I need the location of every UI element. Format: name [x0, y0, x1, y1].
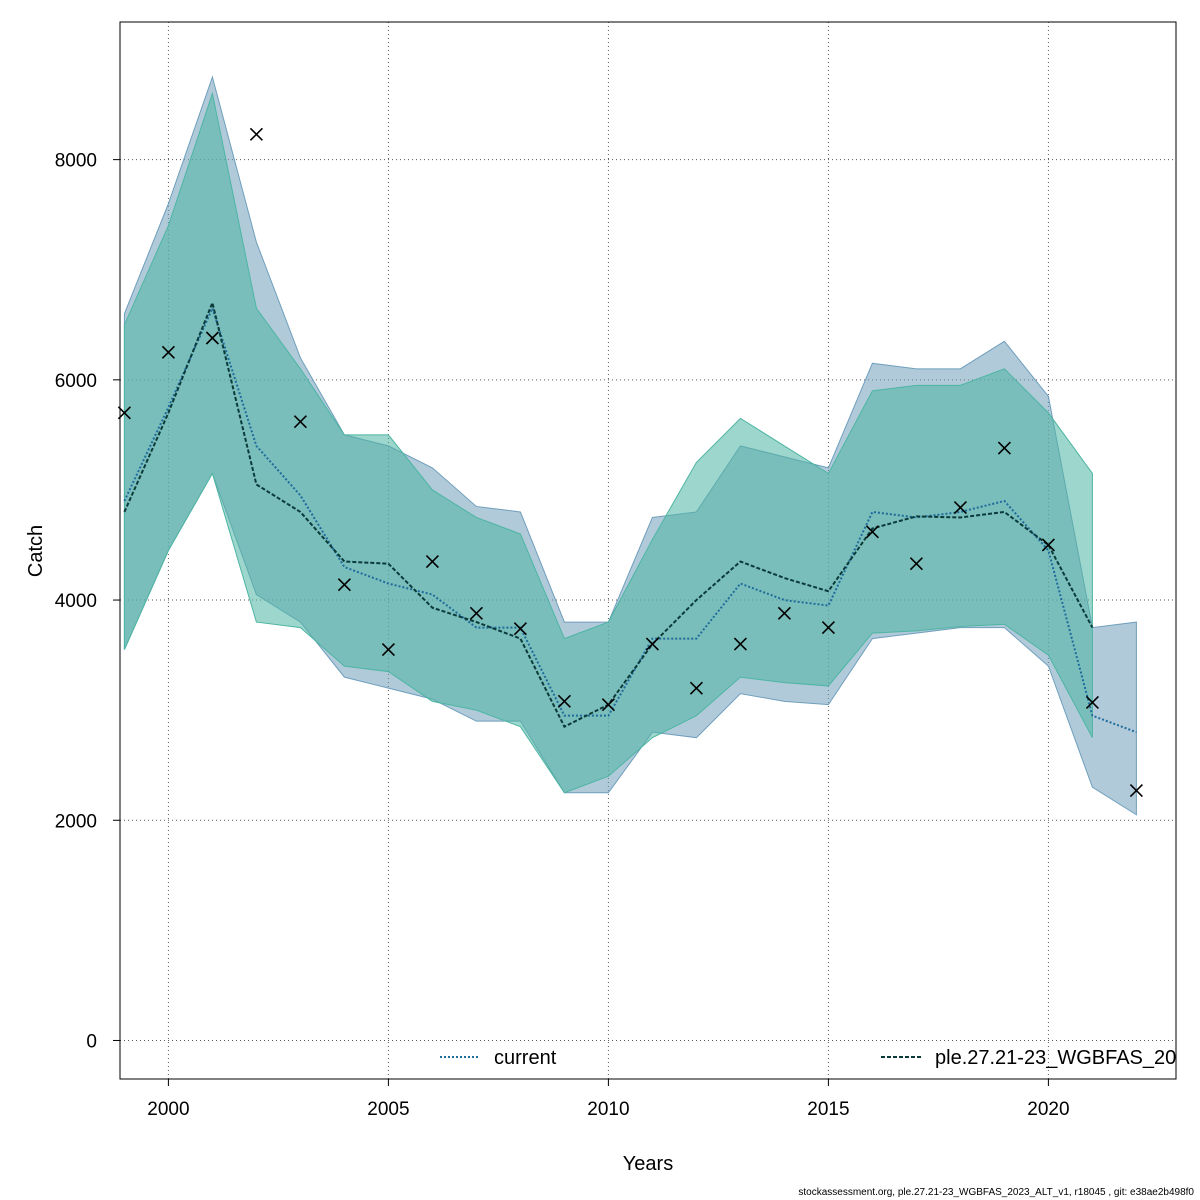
observation-marker	[557, 694, 571, 708]
observation-marker	[205, 331, 219, 345]
observation-marker	[381, 643, 395, 657]
x-tick-label: 2020	[1027, 1099, 1069, 1120]
observation-marker	[425, 554, 439, 569]
observation-marker	[689, 681, 703, 695]
confidence-band-ple	[123, 91, 1093, 794]
observation-marker	[953, 500, 967, 515]
legend-ple-label: ple.27.21-23_WGBFAS_20	[935, 1047, 1176, 1069]
x-axis-label: Years	[623, 1153, 673, 1175]
observation-marker	[997, 441, 1011, 455]
observation-marker	[293, 415, 307, 429]
observation-marker	[601, 698, 615, 712]
observation-marker	[821, 621, 835, 635]
legend: current ple.27.21-23_WGBFAS_20	[440, 1047, 1176, 1069]
observation-marker	[469, 606, 483, 620]
observation-marker	[865, 525, 879, 539]
observation-marker	[777, 606, 791, 620]
x-tick-label: 2000	[147, 1099, 189, 1120]
observation-marker	[337, 578, 351, 592]
confidence-bands	[123, 75, 1137, 816]
y-tick-label: 2000	[55, 811, 97, 832]
x-tick-label: 2010	[587, 1099, 629, 1120]
x-tick-label: 2005	[367, 1099, 409, 1120]
y-axis-label: Catch	[25, 525, 47, 577]
observation-marker	[1085, 695, 1099, 710]
observation-marker	[1129, 783, 1143, 798]
observation-marker	[1041, 538, 1055, 552]
plot-frame	[119, 21, 1177, 1080]
x-tick-label: 2015	[807, 1099, 849, 1120]
y-tick-label: 8000	[55, 151, 97, 172]
observation-marker	[513, 622, 527, 636]
observation-marker	[249, 127, 263, 141]
y-tick-label: 0	[86, 1031, 97, 1052]
y-tick-label: 6000	[55, 371, 97, 392]
y-tick-label: 4000	[55, 591, 97, 612]
y-axis: 0 2000 4000 6000 8000	[55, 151, 120, 1052]
series-line-current	[123, 305, 1137, 734]
legend-current-label: current	[494, 1047, 557, 1069]
observation-marker	[733, 637, 747, 651]
footer-credit: stockassessment.org, ple.27.21-23_WGBFAS…	[798, 1187, 1194, 1198]
observation-marker	[909, 557, 923, 571]
observation-marker	[645, 637, 659, 651]
observation-marker	[161, 345, 175, 359]
x-axis: 2000 2005 2010 2015 2020	[147, 1079, 1070, 1120]
